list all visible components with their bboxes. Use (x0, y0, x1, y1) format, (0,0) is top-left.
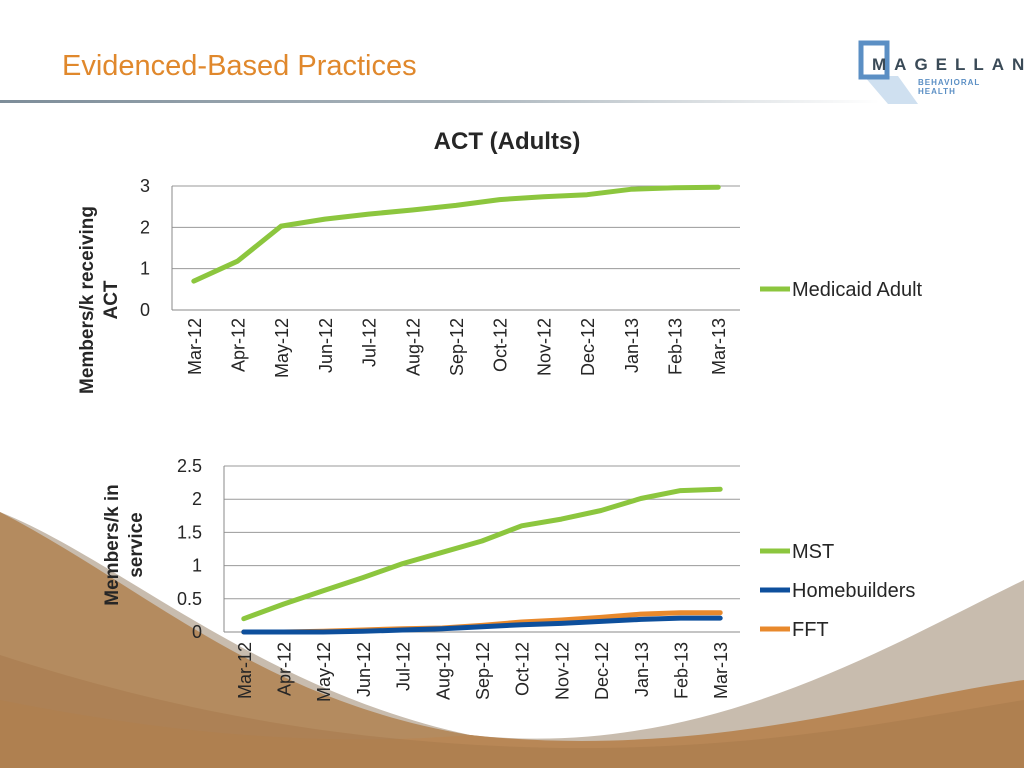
chart2-xtick-label: Aug-12 (433, 642, 453, 700)
chart-title-act: ACT (Adults) (433, 128, 581, 155)
chart2-xtick-label: May-12 (314, 642, 334, 702)
magellan-logo: MAGELLAN BEHAVIORAL HEALTH (858, 40, 1024, 104)
logo-mark-icon (858, 40, 918, 104)
chart1-xtick-label: Apr-12 (229, 318, 249, 372)
chart2-xtick-label: Mar-13 (711, 642, 731, 699)
chart1-xtick-label: Aug-12 (403, 318, 423, 376)
background-swoosh-tan (0, 512, 640, 748)
chart2-xtick-label: Jul-12 (394, 642, 414, 691)
legend-label-homebuilders: Homebuilders (792, 580, 915, 602)
chart1-y-axis-title: Members/k receiving ACT (77, 206, 122, 394)
y-axis-title-line: Members/k in (102, 484, 123, 605)
chart2-series-homebuilders (241, 615, 723, 635)
chart1-xtick-label: Jun-12 (316, 318, 336, 373)
chart1-xtick-label: Sep-12 (447, 318, 467, 376)
chart2-ytick-label: 1.5 (177, 522, 202, 542)
logo-tagline: BEHAVIORAL HEALTH (918, 78, 981, 96)
chart1-xtick-label: Mar-12 (185, 318, 205, 375)
chart1-xtick-label: Nov-12 (534, 318, 554, 376)
legend-label-mst: MST (792, 541, 834, 563)
chart2-xtick-label: Sep-12 (473, 642, 493, 700)
chart2-xtick-label: Dec-12 (592, 642, 612, 700)
chart2-series-mst (241, 486, 723, 622)
chart2-xtick-label: Mar-12 (235, 642, 255, 699)
legend-label-medicaid-adult: Medicaid Adult (792, 279, 923, 301)
chart1-xtick-label: Jul-12 (360, 318, 380, 367)
chart1-xtick-label: Mar-13 (709, 318, 729, 375)
legend-label-fft: FFT (792, 619, 829, 641)
chart2-ytick-label: 0 (192, 622, 202, 642)
chart2-ytick-label: 2.5 (177, 456, 202, 476)
chart1-ytick-label: 2 (140, 217, 150, 237)
chart2-ytick-label: 2 (192, 489, 202, 509)
title-rule (0, 100, 880, 103)
chart2-xtick-label: Jun-12 (354, 642, 374, 697)
chart2-xtick-label: Jan-13 (632, 642, 652, 697)
chart2-xtick-label: Feb-13 (671, 642, 691, 699)
chart1-xtick-label: Feb-13 (665, 318, 685, 375)
chart2-xtick-label: Oct-12 (513, 642, 533, 696)
chart1-ytick-label: 1 (140, 259, 150, 279)
chart1-xtick-label: Dec-12 (578, 318, 598, 376)
y-axis-title-line: ACT (101, 280, 122, 319)
chart2-xtick-label: Nov-12 (552, 642, 572, 700)
chart1-ytick-label: 3 (140, 176, 150, 196)
logo-wordmark: MAGELLAN (872, 55, 1024, 74)
chart1-xtick-label: Oct-12 (491, 318, 511, 372)
chart1-series-medicaid-adult (191, 184, 721, 284)
chart2-y-axis-title: Members/k in service (102, 484, 147, 605)
chart1-xtick-label: Jan-13 (622, 318, 642, 373)
chart2-ytick-label: 0.5 (177, 589, 202, 609)
chart1-ytick-label: 0 (140, 300, 150, 320)
chart1-xtick-label: May-12 (272, 318, 292, 378)
chart2-ytick-label: 1 (192, 556, 202, 576)
slide-title: Evidenced-Based Practices (62, 50, 417, 82)
chart2-xtick-label: Apr-12 (275, 642, 295, 696)
y-axis-title-line: service (126, 512, 147, 578)
y-axis-title-line: Members/k receiving (77, 206, 98, 394)
background-swoosh-dark (0, 655, 1024, 768)
